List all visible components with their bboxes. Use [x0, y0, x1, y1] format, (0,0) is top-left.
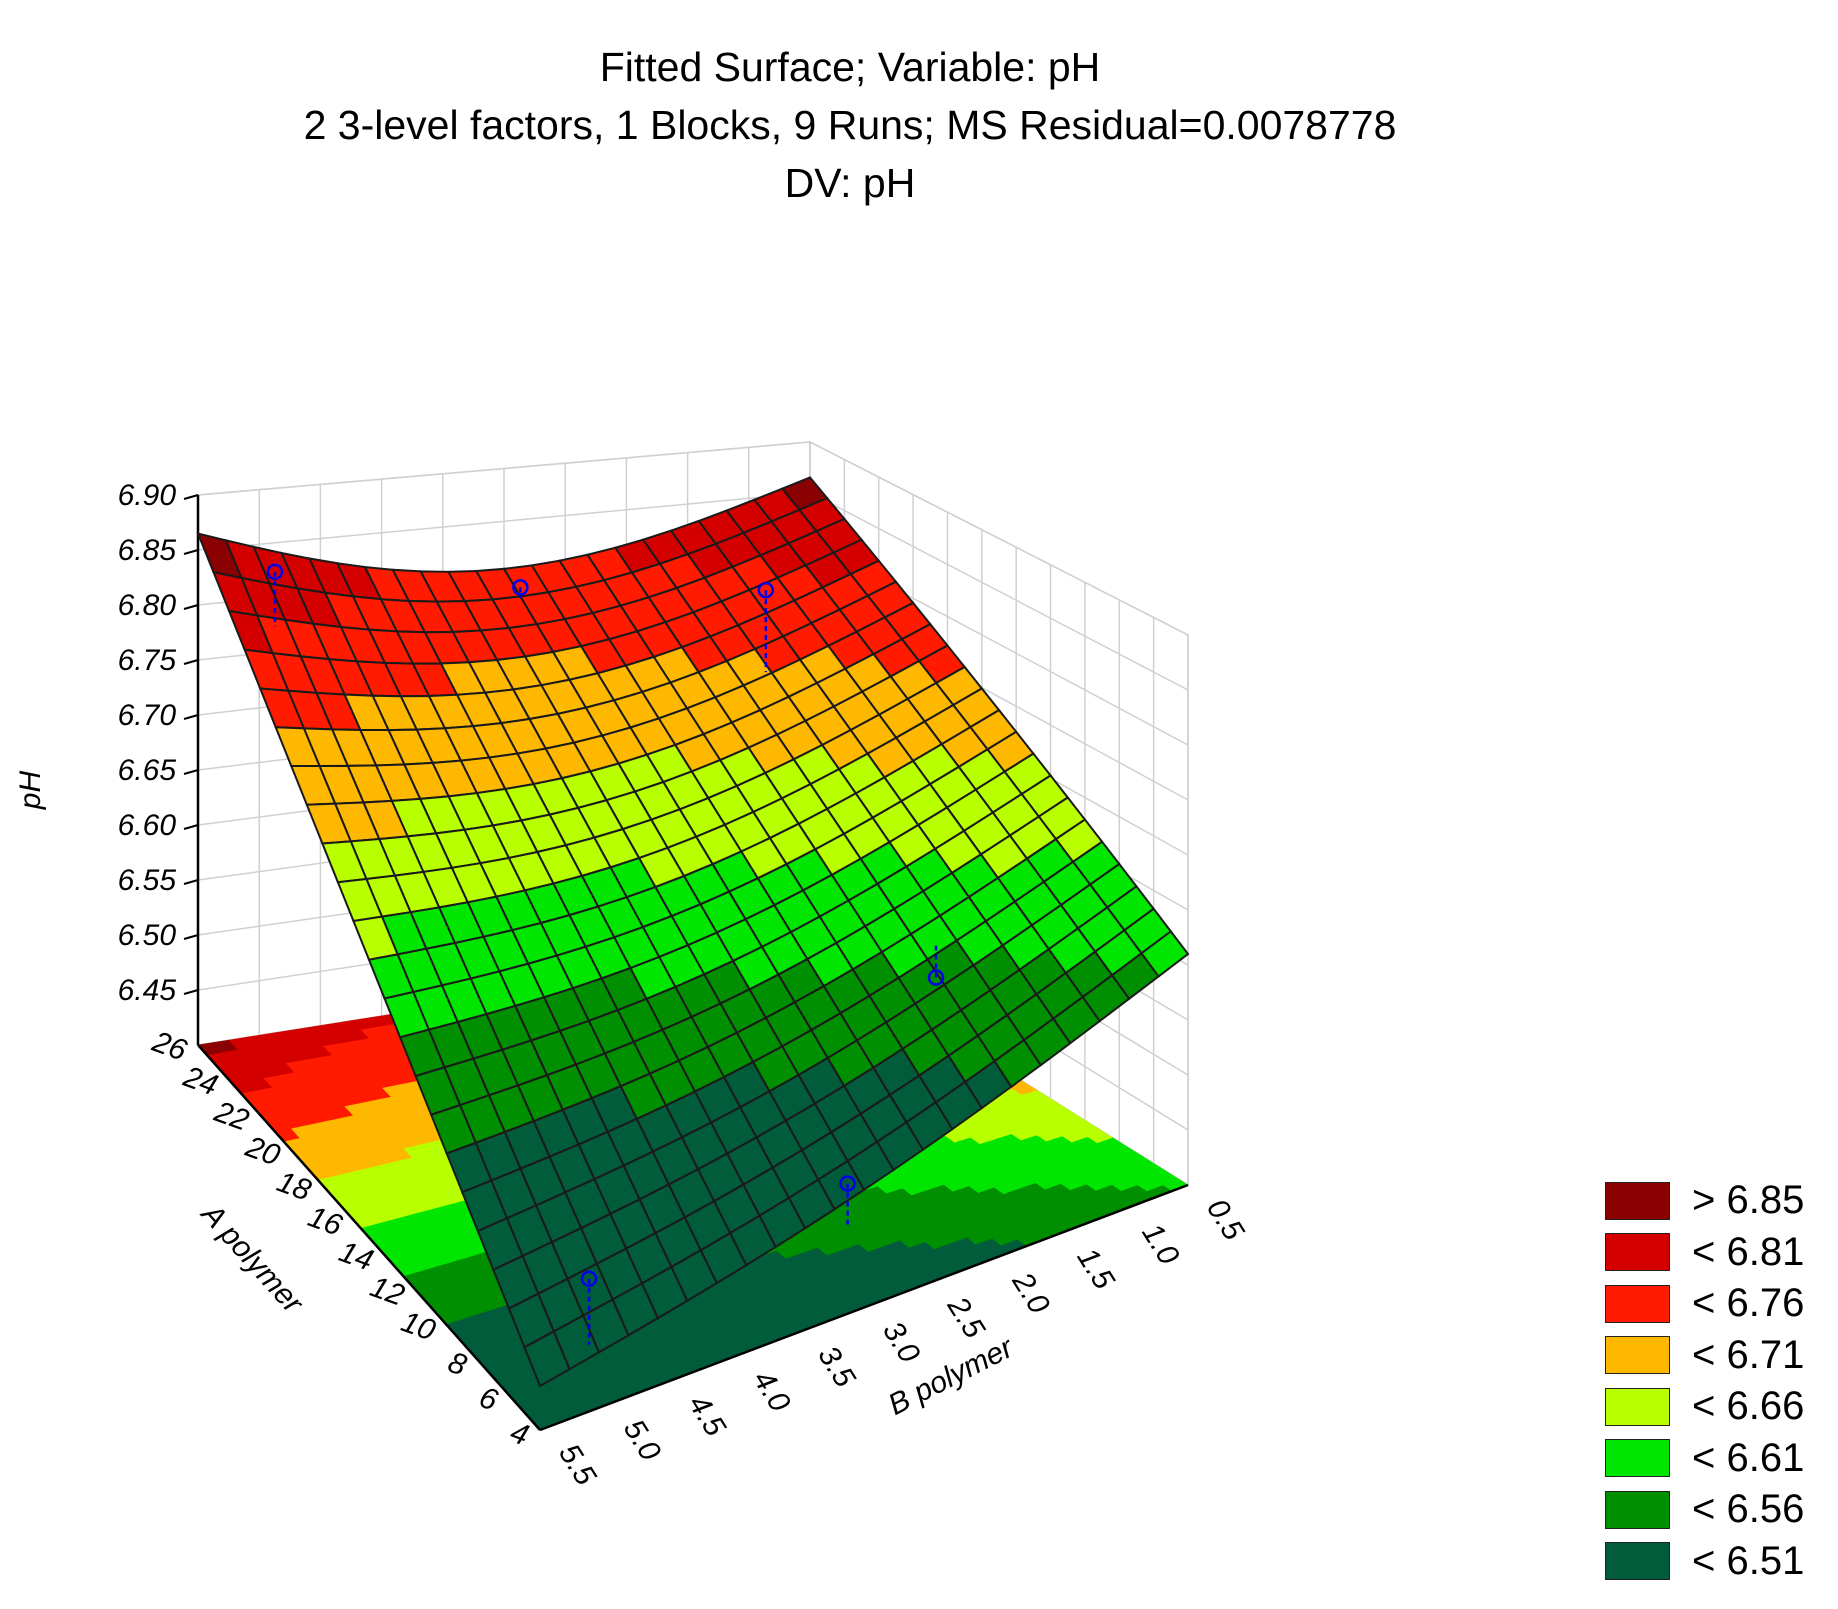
legend: > 6.85 < 6.81 < 6.76 < 6.71 < 6.66 < 6.61 < 6.…: [1605, 1175, 1804, 1587]
title-line-1: Fitted Surface; Variable: pH: [599, 44, 1101, 90]
observed-point-4: [839, 1175, 856, 1192]
observed-points: [266, 563, 945, 1345]
z-tick-mark-8: [183, 549, 199, 555]
legend-swatch: [1605, 1181, 1670, 1220]
b-tick-label-10: 5.5: [552, 1438, 602, 1491]
legend-item-5: < 6.61: [1605, 1433, 1804, 1485]
title-line-3: DV: pH: [784, 160, 916, 206]
b-tick-label-2: 1.5: [1070, 1242, 1120, 1295]
z-tick-label-6: 6.75: [118, 644, 177, 677]
observed-point-5: [580, 1270, 598, 1287]
legend-swatch: [1605, 1387, 1670, 1426]
z-tick-label-1: 6.50: [118, 919, 177, 952]
z-tick-label-0: 6.45: [118, 974, 177, 1007]
z-tick-mark-5: [183, 714, 199, 720]
legend-item-3: < 6.71: [1605, 1330, 1804, 1382]
legend-item-7: < 6.51: [1605, 1536, 1804, 1588]
a-tick-label-11: 26: [147, 1025, 191, 1068]
z-tick-mark-9: [183, 494, 199, 500]
z-tick-label-2: 6.55: [118, 864, 177, 897]
z-tick-label-8: 6.85: [118, 534, 177, 567]
legend-label: < 6.76: [1692, 1281, 1805, 1326]
observed-point-0: [266, 563, 284, 581]
surface-cell: [523, 1330, 571, 1388]
legend-label: < 6.56: [1692, 1487, 1805, 1532]
b-axis-line: [539, 1183, 1189, 1432]
legend-swatch: [1605, 1542, 1670, 1581]
z-tick-mark-7: [183, 604, 199, 610]
b-tick-label-3: 2.0: [1005, 1266, 1056, 1320]
legend-label: < 6.66: [1692, 1384, 1805, 1429]
fitted-surface: [196, 476, 1190, 1388]
legend-label: > 6.85: [1692, 1178, 1805, 1223]
a-axis-title: A polymer: [194, 1196, 310, 1320]
legend-swatch: [1605, 1490, 1670, 1529]
z-tick-label-5: 6.70: [118, 699, 177, 732]
legend-label: < 6.51: [1692, 1538, 1805, 1583]
b-tick-label-9: 5.0: [617, 1414, 667, 1467]
z-tick-label-7: 6.80: [118, 589, 177, 622]
observed-point-1: [512, 579, 529, 596]
a-axis-line: [197, 1044, 541, 1431]
title-line-2: 2 3-level factors, 1 Blocks, 9 Runs; MS …: [303, 102, 1397, 148]
z-tick-mark-6: [183, 659, 199, 665]
legend-swatch: [1605, 1439, 1670, 1478]
z-tick-mark-4: [183, 769, 199, 775]
z-tick-mark-2: [183, 879, 199, 885]
z-tick-mark-3: [183, 824, 199, 830]
legend-item-2: < 6.76: [1605, 1278, 1804, 1330]
legend-item-0: > 6.85: [1605, 1175, 1804, 1227]
legend-swatch: [1605, 1233, 1670, 1272]
chart-title: Fitted Surface; Variable: pH 2 3-level f…: [0, 38, 1700, 212]
legend-item-1: < 6.81: [1605, 1227, 1804, 1279]
legend-label: < 6.71: [1692, 1332, 1805, 1377]
a-tick-label-2: 8: [444, 1346, 471, 1383]
z-tick-label-4: 6.65: [118, 754, 177, 787]
legend-item-4: < 6.66: [1605, 1381, 1804, 1433]
b-tick-label-0: 0.5: [1200, 1193, 1250, 1246]
z-tick-mark-0: [183, 989, 199, 995]
z-tick-label-9: 6.90: [118, 479, 177, 512]
b-tick-label-6: 3.5: [811, 1340, 861, 1393]
b-tick-label-5: 3.0: [876, 1316, 926, 1369]
b-tick-label-4: 2.5: [940, 1290, 991, 1344]
observed-point-3: [927, 969, 945, 986]
b-tick-label-7: 4.0: [746, 1365, 796, 1418]
z-tick-label-3: 6.60: [118, 809, 177, 842]
observed-point-2: [757, 581, 775, 599]
legend-swatch: [1605, 1284, 1670, 1323]
z-axis-title: pH: [14, 770, 47, 810]
legend-label: < 6.61: [1692, 1435, 1805, 1480]
legend-swatch: [1605, 1336, 1670, 1375]
legend-item-6: < 6.56: [1605, 1484, 1804, 1536]
b-tick-label-8: 4.5: [682, 1389, 732, 1442]
b-tick-label-1: 1.0: [1135, 1218, 1185, 1271]
a-tick-label-0: 4: [506, 1416, 533, 1453]
z-tick-mark-1: [183, 934, 199, 940]
legend-label: < 6.81: [1692, 1229, 1805, 1274]
a-tick-label-1: 6: [475, 1381, 502, 1418]
